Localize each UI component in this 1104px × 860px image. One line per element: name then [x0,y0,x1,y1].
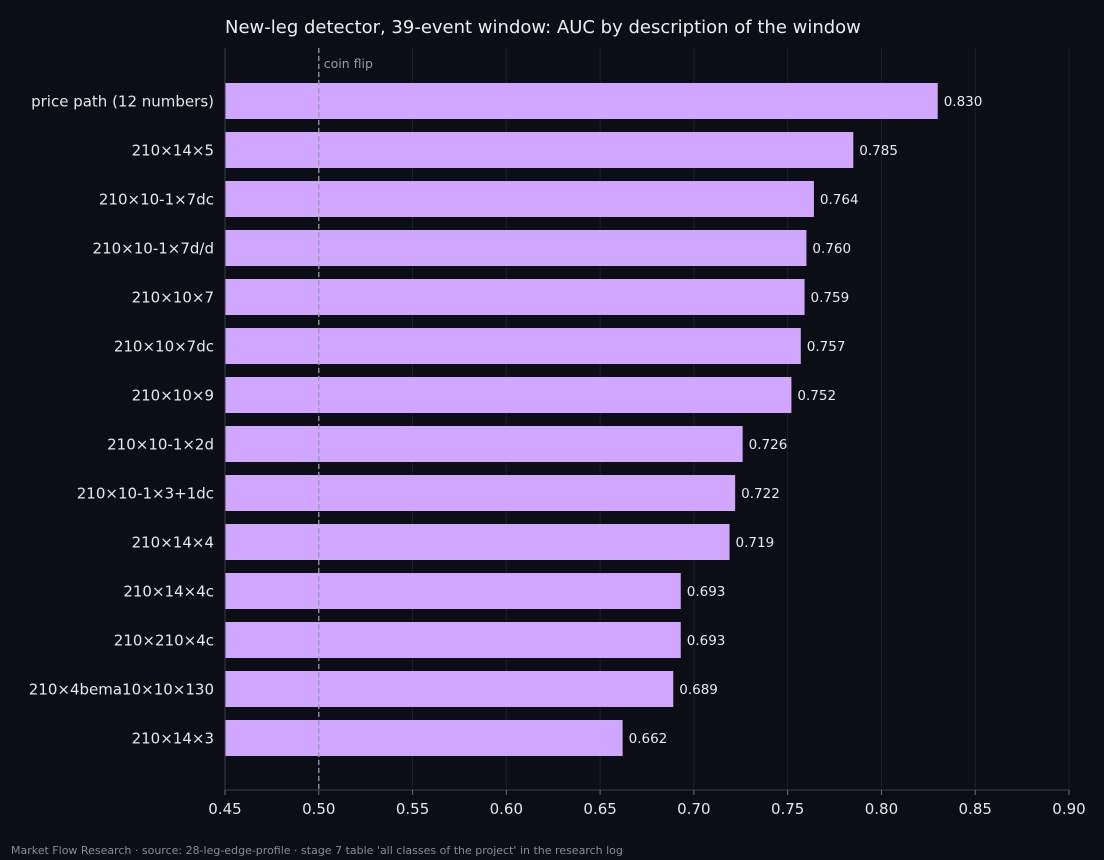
value-label: 0.785 [859,143,898,159]
value-label: 0.752 [797,388,836,404]
category-label: 210×14×4 [132,534,214,552]
category-label: 210×14×3 [132,730,214,748]
bar [225,279,805,315]
value-label: 0.757 [807,339,846,355]
value-label: 0.662 [629,731,668,747]
category-labels: price path (12 numbers) 210×14×5 210×10-1×… [29,93,214,748]
value-label: 0.693 [687,584,726,600]
category-label: 210×10-1×3+1dc [77,485,214,503]
value-label: 0.764 [820,192,859,208]
x-tick-label: 0.45 [208,800,241,818]
value-label: 0.693 [687,633,726,649]
x-tick-label: 0.55 [396,800,429,818]
category-label: 210×14×4c [123,583,214,601]
category-label: 210×10×9 [132,387,214,405]
category-label: price path (12 numbers) [31,93,214,111]
x-tick-label: 0.80 [865,800,898,818]
footer-source-note: Market Flow Research · source: 28-leg-ed… [11,844,623,857]
bar [225,230,807,266]
value-labels: 0.830 0.785 0.764 0.760 0.759 0.757 0.752 0.726… [629,94,983,747]
x-tick-label: 0.65 [583,800,616,818]
value-label: 0.726 [749,437,788,453]
category-label: 210×14×5 [132,142,214,160]
bar [225,622,681,658]
category-label: 210×10×7 [132,289,214,307]
bar [225,377,792,413]
x-tick-label: 0.70 [677,800,710,818]
reference-line-group: coin flip [318,48,373,790]
bar [225,83,938,119]
axes [224,48,1069,791]
category-label: 210×210×4c [114,632,214,650]
x-tick-label: 0.60 [490,800,523,818]
category-label: 210×10×7dc [114,338,214,356]
bar [225,671,674,707]
bar [225,181,814,217]
value-label: 0.830 [944,94,983,110]
category-label: 210×4bema10×10×130 [29,681,214,699]
chart-title: New-leg detector, 39-event window: AUC b… [225,17,861,38]
bar [225,573,681,609]
value-label: 0.722 [741,486,780,502]
bars [225,83,938,756]
value-label: 0.760 [812,241,851,257]
x-axis-ticks: 0.45 0.50 0.55 0.60 0.65 0.70 0.75 0.80 0.85 0.90 [208,790,1086,818]
value-label: 0.689 [679,682,718,698]
category-label: 210×10-1×2d [107,436,214,454]
bar [225,132,854,168]
value-label: 0.759 [811,290,850,306]
value-label: 0.719 [736,535,775,551]
bar [225,426,743,462]
bar [225,524,730,560]
bar [225,475,736,511]
x-tick-label: 0.85 [959,800,992,818]
x-tick-label: 0.50 [302,800,335,818]
bar [225,720,623,756]
category-label: 210×10-1×7d/d [93,240,214,258]
category-label: 210×10-1×7dc [99,191,214,209]
bar [225,328,801,364]
coin-flip-label: coin flip [324,56,373,71]
x-tick-label: 0.75 [771,800,804,818]
x-tick-label: 0.90 [1052,800,1085,818]
